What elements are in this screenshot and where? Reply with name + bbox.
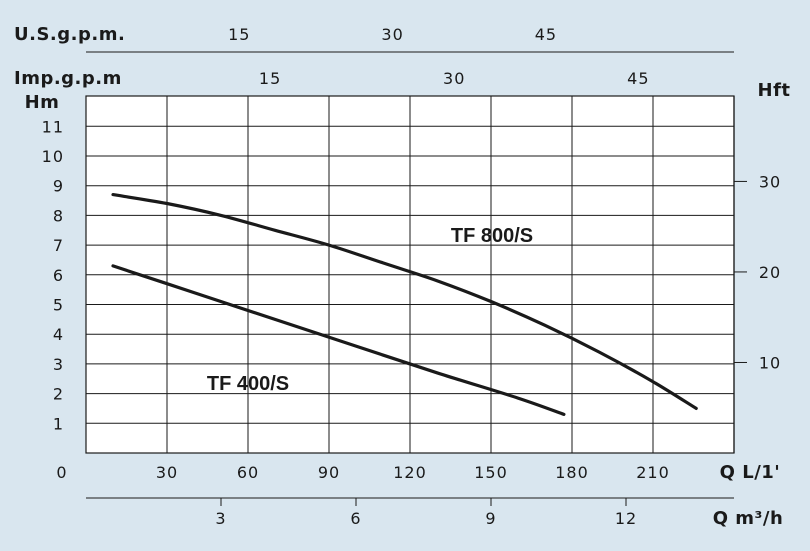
y2-tick-label: 20 [759, 263, 781, 282]
usgpm-axis-label: U.S.g.p.m. [14, 24, 125, 45]
x-tick-label: 30 [156, 463, 178, 482]
y-tick-label: 11 [42, 117, 64, 136]
m3h-tick-label: 3 [215, 509, 226, 528]
x-tick-label: 180 [555, 463, 589, 482]
m3h-axis-label: Q m³/h [713, 508, 784, 529]
series-label: TF 400/S [207, 373, 289, 395]
series-label: TF 800/S [451, 225, 533, 247]
impgpm-tick-label: 30 [443, 69, 465, 88]
x-tick-label: 150 [474, 463, 508, 482]
m3h-tick-label: 12 [615, 509, 637, 528]
usgpm-tick-label: 45 [535, 25, 557, 44]
x-tick-label: 0 [56, 463, 67, 482]
impgpm-tick-label: 45 [627, 69, 649, 88]
y-tick-label: 6 [53, 266, 64, 285]
y-tick-label: 1 [53, 414, 64, 433]
labels-layer: 0 30 60 90 120 150 180 210 Q L/1'1234567891011Hm… [14, 24, 791, 529]
y-tick-label: 5 [53, 296, 64, 315]
usgpm-tick-label: 15 [228, 25, 250, 44]
series-line [111, 193, 698, 410]
series-line [111, 264, 566, 416]
y-tick-label: 9 [53, 177, 64, 196]
y-tick-label: 4 [53, 325, 64, 344]
y-tick-label: 10 [42, 147, 64, 166]
impgpm-axis-label: Imp.g.p.m [14, 68, 122, 89]
grid-layer [85, 95, 735, 454]
usgpm-tick-label: 30 [381, 25, 403, 44]
x-tick-label: 60 [237, 463, 259, 482]
m3h-tick-label: 9 [485, 509, 496, 528]
x-tick-label: 120 [393, 463, 427, 482]
x-tick-label: 90 [318, 463, 340, 482]
y2-axis-label: Hft [758, 80, 791, 101]
y-tick-label: 7 [53, 236, 64, 255]
x-axis-label: Q L/1' [720, 462, 781, 483]
y2-tick-label: 10 [759, 353, 781, 372]
x-tick-label: 210 [636, 463, 670, 482]
series-layer [111, 193, 698, 416]
y-tick-label: 3 [53, 355, 64, 374]
impgpm-tick-label: 15 [259, 69, 281, 88]
y2-tick-label: 30 [759, 172, 781, 191]
y-tick-label: 8 [53, 206, 64, 225]
m3h-tick-label: 6 [350, 509, 361, 528]
y-tick-label: 2 [53, 385, 64, 404]
axes-layer [86, 51, 747, 506]
y-axis-label: Hm [25, 92, 60, 113]
